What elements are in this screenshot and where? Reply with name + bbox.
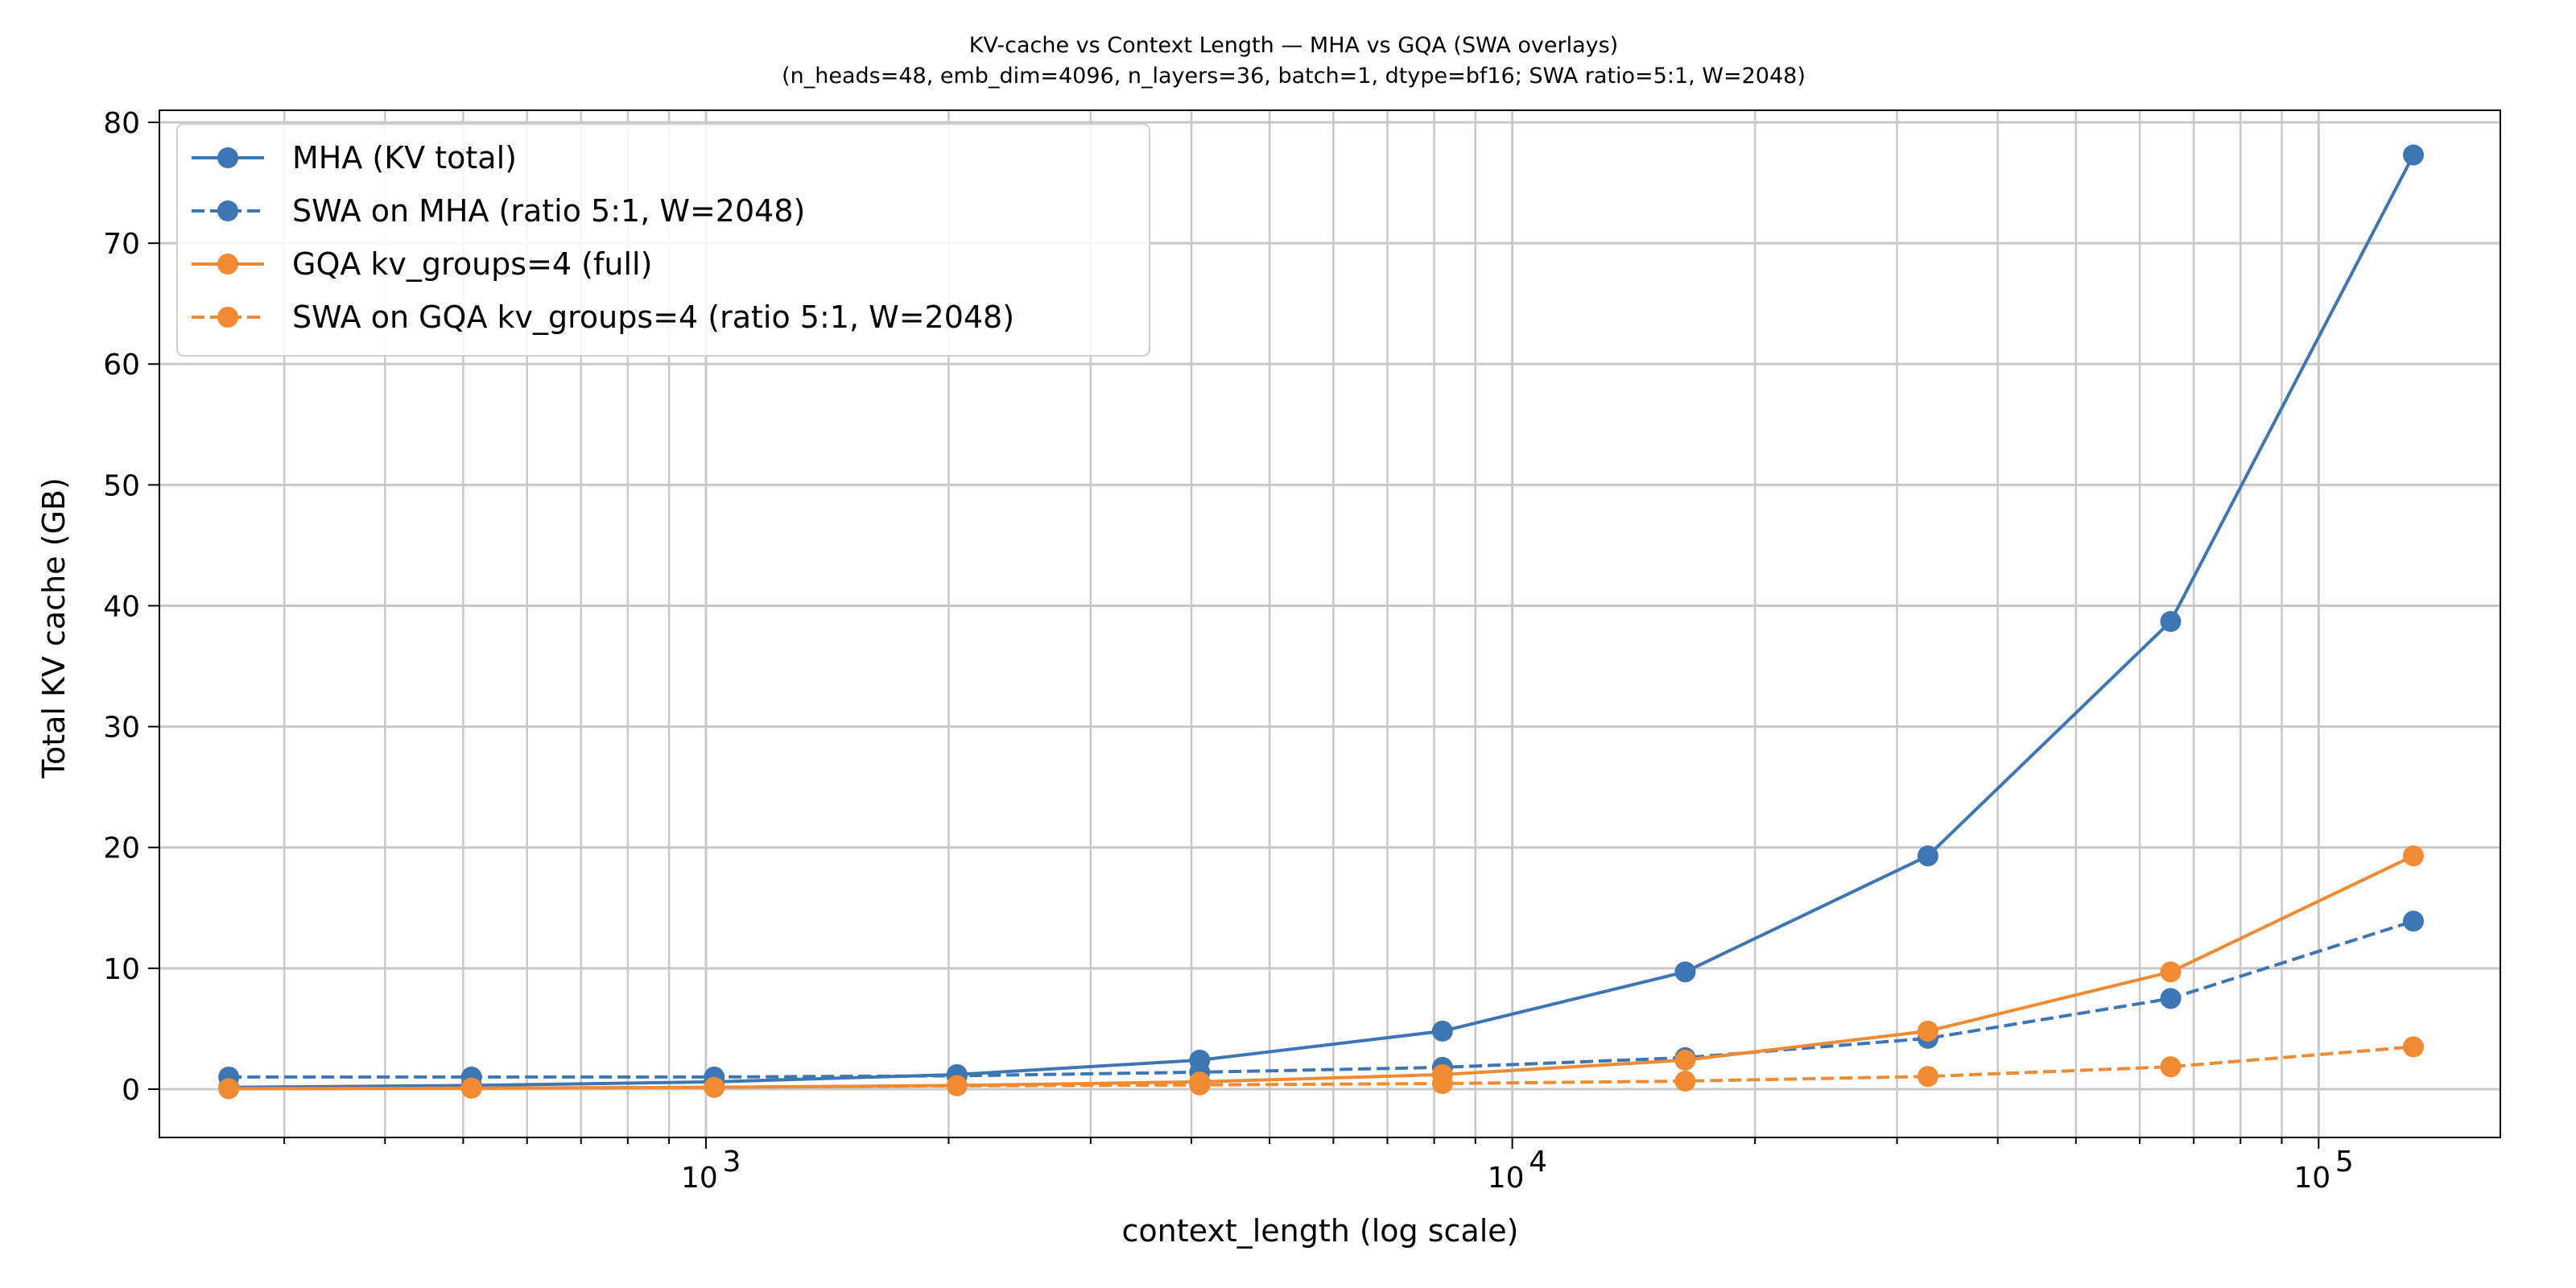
x-tick-exponent: 3 (722, 1146, 741, 1179)
y-tick-label: 30 (103, 712, 140, 745)
series-2-point (2160, 988, 2182, 1009)
plot-frame (159, 109, 2501, 1138)
series-1-point (2160, 610, 2182, 632)
legend-marker-4 (217, 307, 238, 328)
legend: MHA (KV total) SWA on MHA (ratio 5:1, W=2… (176, 123, 1150, 357)
series-4-point (1189, 1074, 1211, 1096)
series-1-point (1674, 961, 1696, 983)
chart-title: KV-cache vs Context Length — MHA vs GQA … (969, 33, 1618, 58)
x-tick-exponent: 5 (2335, 1146, 2354, 1179)
y-tick-label: 10 (103, 953, 140, 986)
series-line-1 (229, 154, 2415, 1089)
x-tick-label: 10 (681, 1162, 718, 1195)
series-4-point (460, 1077, 482, 1099)
legend-box (176, 123, 1150, 357)
series-3-point (1674, 1049, 1696, 1071)
series-3-point (1917, 1020, 1938, 1042)
legend-label-3: GQA kv_groups=4 (full) (292, 246, 652, 282)
x-tick-label: 10 (1488, 1162, 1525, 1195)
x-axis-label: context_length (log scale) (1122, 1213, 1519, 1249)
y-tick-label: 40 (103, 590, 140, 623)
series-1-point (2403, 144, 2425, 166)
series-4-point (704, 1076, 725, 1098)
legend-label-1: MHA (KV total) (292, 140, 517, 175)
legend-label-2: SWA on MHA (ratio 5:1, W=2048) (292, 193, 805, 229)
y-tick-label: 20 (103, 832, 140, 865)
y-axis-label: Total KV cache (GB) (36, 477, 72, 779)
series-line-4 (229, 1045, 2414, 1091)
legend-label-4: SWA on GQA kv_groups=4 (ratio 5:1, W=204… (292, 299, 1014, 335)
legend-marker-1 (217, 147, 238, 168)
series-1-point (1917, 845, 1938, 867)
y-tick-label: 80 (103, 107, 140, 140)
series-4-point (1674, 1071, 1696, 1092)
series-3-point (2160, 961, 2182, 983)
series-layer (218, 144, 2425, 1100)
series-1-point (1431, 1020, 1453, 1042)
x-tick-label: 10 (2293, 1162, 2330, 1195)
chart-subtitle: (n_heads=48, emb_dim=4096, n_layers=36, … (782, 64, 1806, 89)
series-4-point (218, 1078, 240, 1100)
series-4-point (2403, 1036, 2425, 1058)
series-4-point (2160, 1056, 2182, 1078)
series-2-point (2403, 910, 2425, 932)
y-tick-label: 50 (103, 469, 140, 502)
legend-marker-3 (217, 254, 238, 275)
series-line-2 (229, 919, 2414, 1079)
series-4-point (1917, 1066, 1938, 1088)
y-tick-label: 70 (103, 228, 140, 261)
y-tick-label: 60 (103, 349, 140, 382)
x-tick-exponent: 4 (1529, 1146, 1547, 1179)
series-3-point (2403, 845, 2425, 867)
legend-marker-2 (217, 200, 238, 221)
series-line-3 (229, 854, 2414, 1091)
series-4-point (1431, 1073, 1453, 1095)
series-4-point (946, 1075, 968, 1096)
y-tick-label: 0 (122, 1074, 140, 1107)
